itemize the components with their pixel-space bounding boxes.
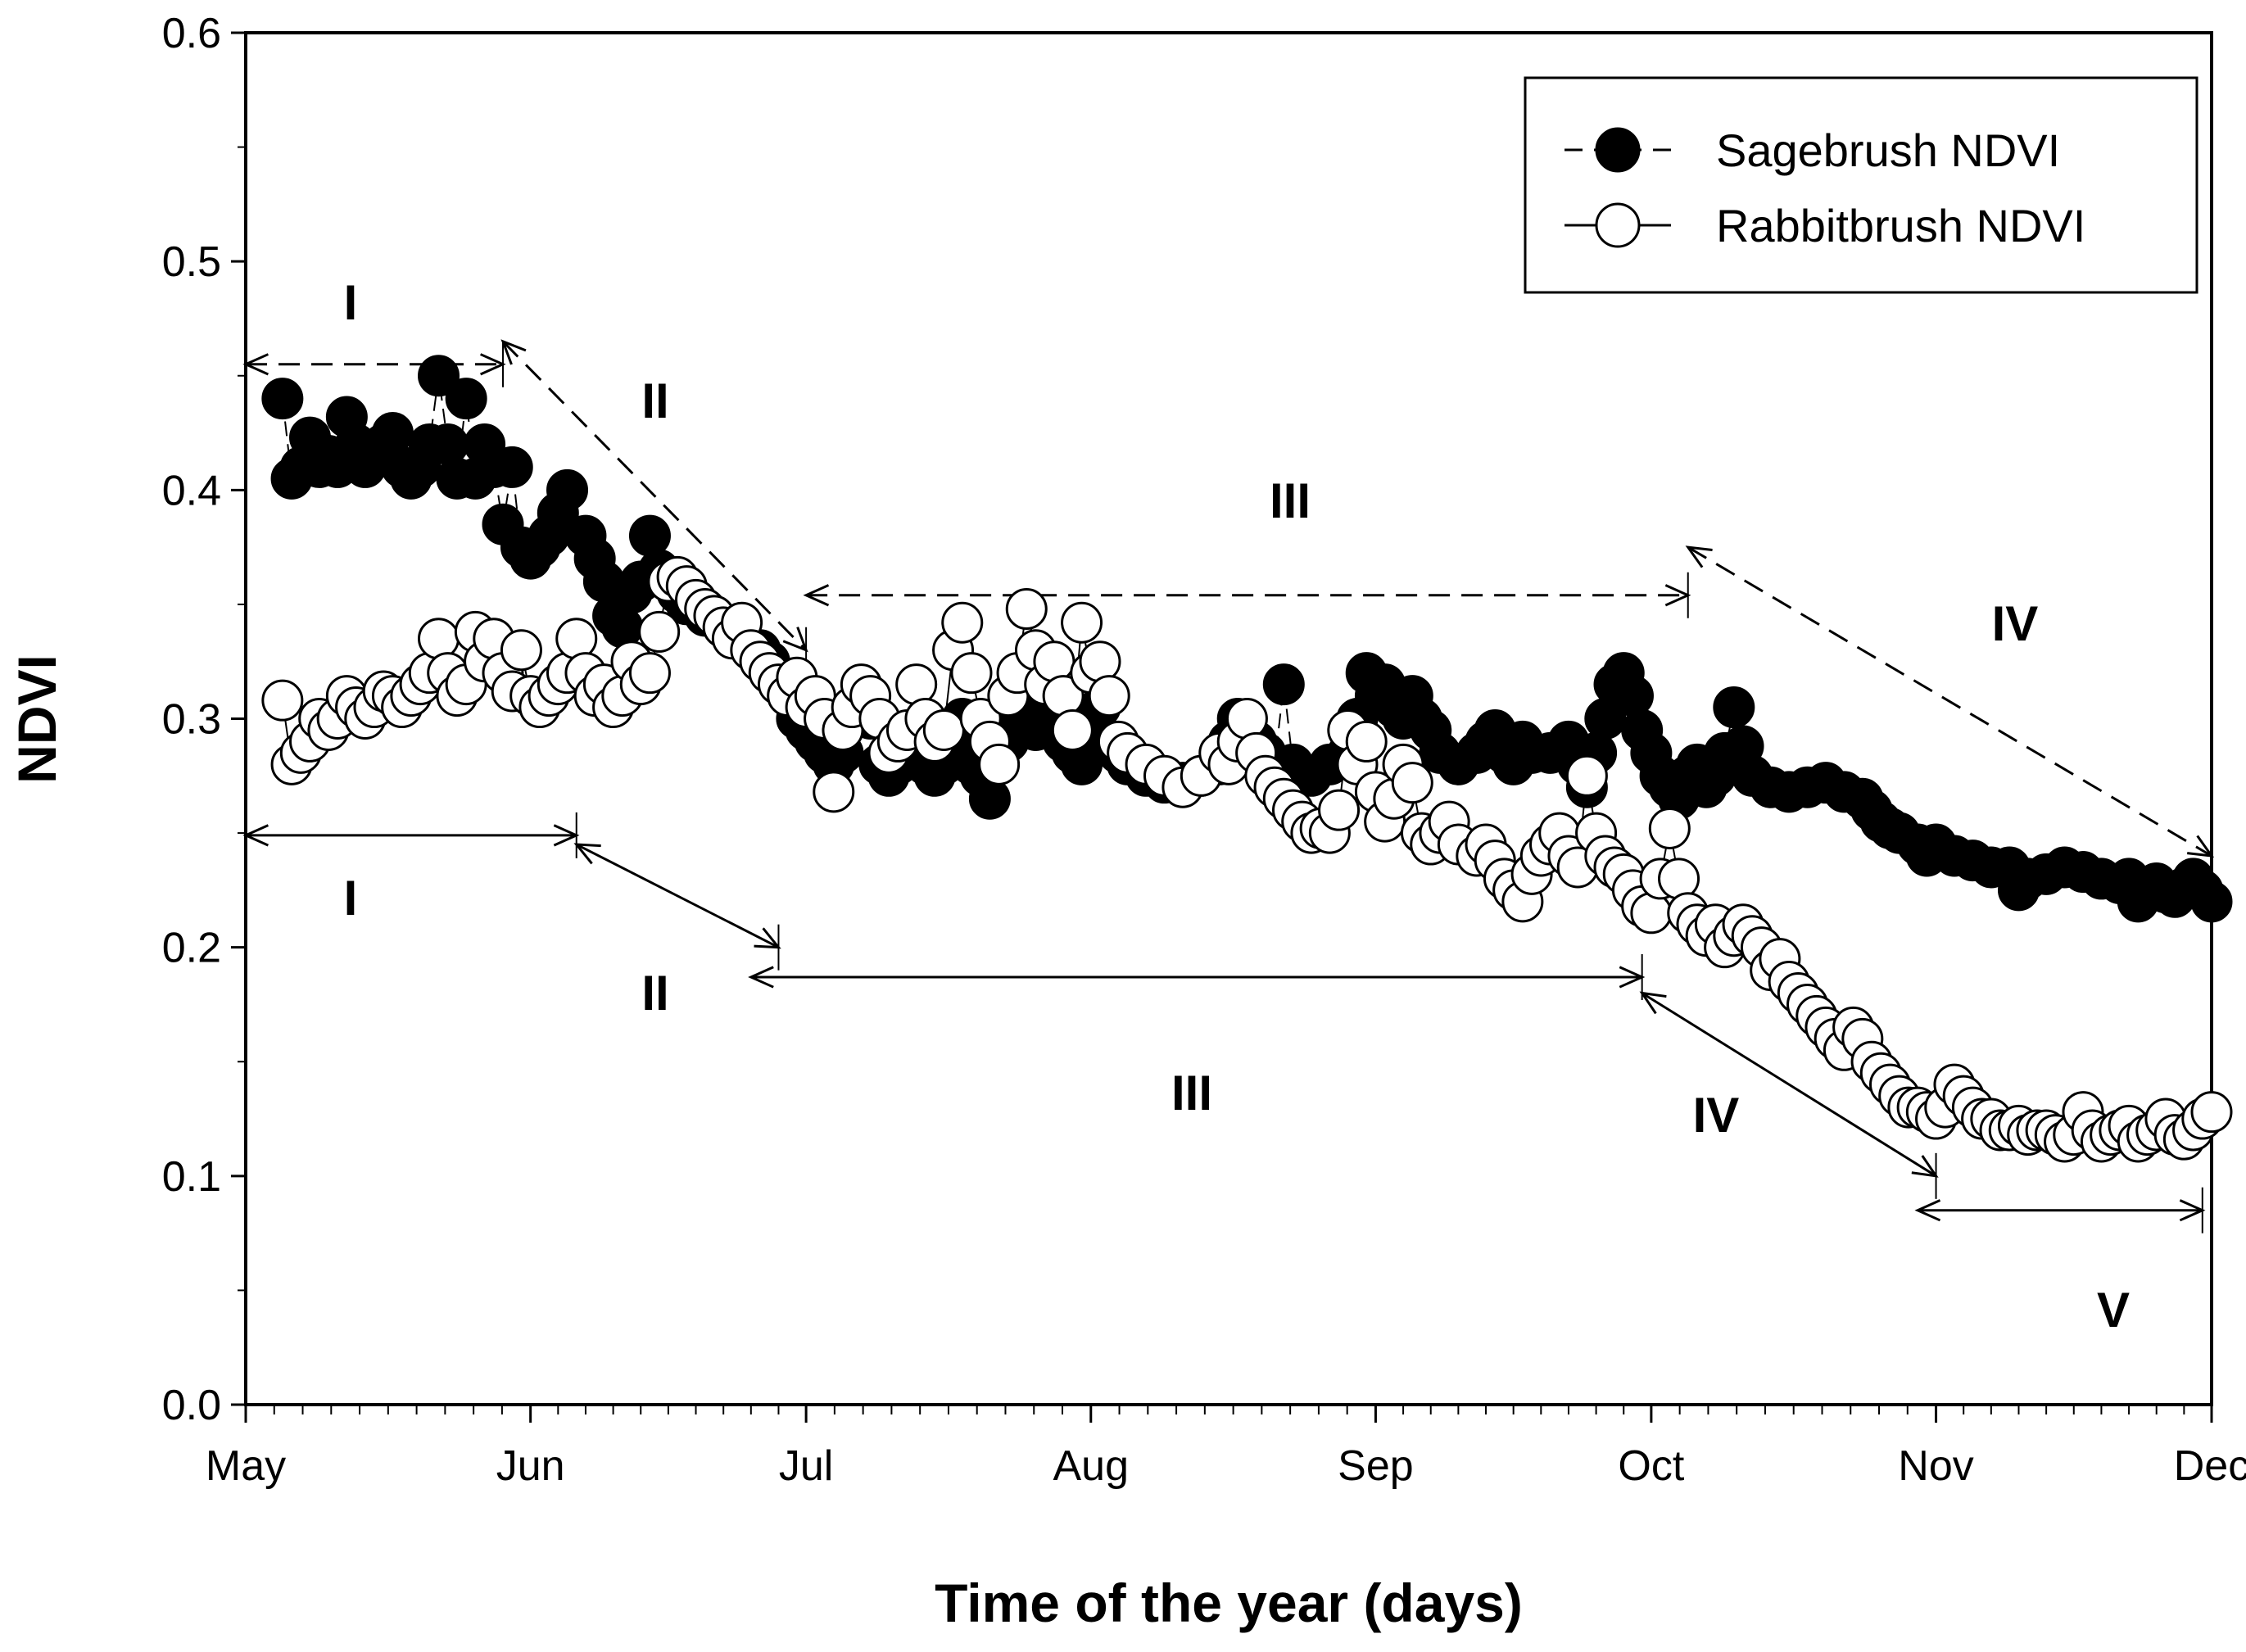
- rabbitbrush-point: [1391, 762, 1433, 804]
- phase-label-rabbit-iii: III: [1171, 1066, 1212, 1120]
- legend-rabbitbrush-label: Rabbitbrush NDVI: [1716, 200, 2085, 251]
- rabbitbrush-point: [2190, 1091, 2233, 1134]
- y-tick-label: 0.2: [162, 925, 221, 972]
- rabbitbrush-point: [1318, 789, 1361, 831]
- sagebrush-point: [418, 355, 460, 397]
- rabbitbrush-point: [1079, 640, 1121, 683]
- rabbitbrush-phase-arrow-head: [573, 843, 601, 865]
- x-axis-title: Time of the year (days): [935, 1573, 1523, 1633]
- rabbitbrush-point: [978, 743, 1021, 785]
- x-tick-label: Jun: [496, 1442, 565, 1490]
- rabbitbrush-series: [261, 555, 2233, 1163]
- rabbitbrush-point: [1565, 754, 1608, 797]
- rabbitbrush-point: [895, 663, 938, 706]
- sagebrush-point: [427, 423, 469, 465]
- sagebrush-point: [2190, 880, 2233, 923]
- rabbitbrush-point: [950, 652, 993, 695]
- sagebrush-point: [628, 514, 671, 557]
- rabbitbrush-point: [1061, 601, 1103, 644]
- rabbitbrush-point: [1225, 698, 1268, 740]
- rabbitbrush-point: [1051, 708, 1094, 751]
- y-tick-label: 0.4: [162, 467, 221, 514]
- rabbitbrush-point: [922, 708, 965, 751]
- sagebrush-point: [1713, 686, 1755, 729]
- rabbitbrush-phase-arrow-head: [1639, 991, 1667, 1015]
- sagebrush-point: [371, 412, 414, 455]
- x-tick-label: Sep: [1338, 1442, 1414, 1490]
- rabbitbrush-point: [418, 618, 460, 660]
- rabbitbrush-point: [1658, 858, 1700, 900]
- rabbitbrush-point: [813, 771, 855, 813]
- phase-label-rabbit-i: I: [344, 871, 358, 926]
- sagebrush-point: [261, 378, 304, 420]
- rabbitbrush-phase-arrow-head: [748, 966, 774, 989]
- rabbitbrush-point: [638, 610, 681, 653]
- x-tick-label: Jul: [779, 1442, 833, 1490]
- sagebrush-phase-arrow-head: [242, 353, 269, 376]
- y-axis-ticks: 0.0 0.1 0.2 0.3 0.4 0.5 0.6: [162, 10, 246, 1429]
- rabbitbrush-point: [261, 679, 304, 722]
- x-tick-label: May: [206, 1442, 286, 1490]
- phase-label-rabbit-ii: II: [641, 966, 668, 1021]
- x-axis-ticks: May Jun Jul Aug Sep Oct Nov Dec: [206, 1405, 2246, 1490]
- y-tick-label: 0.6: [162, 10, 221, 57]
- legend-sagebrush-label: Sagebrush NDVI: [1716, 124, 2060, 176]
- phase-label-sage-i: I: [344, 275, 358, 330]
- sagebrush-point: [445, 378, 487, 420]
- y-axis-title: NDVI: [7, 654, 67, 784]
- rabbitbrush-phase-arrow-head: [1914, 1199, 1941, 1222]
- phase-label-rabbit-v: V: [2097, 1283, 2130, 1337]
- y-tick-label: 0.5: [162, 238, 221, 286]
- rabbitbrush-phase-annotations: [242, 812, 2206, 1233]
- rabbitbrush-point: [1648, 808, 1691, 849]
- sagebrush-point: [1611, 675, 1654, 717]
- sagebrush-phase-arrow: [501, 340, 808, 651]
- x-tick-label: Oct: [1618, 1442, 1684, 1490]
- sagebrush-phase-arrow-head: [500, 339, 527, 365]
- sagebrush-point: [546, 468, 589, 511]
- legend-sagebrush-marker: [1595, 127, 1641, 173]
- phase-label-rabbit-iv: IV: [1693, 1088, 1740, 1143]
- rabbitbrush-point: [1630, 892, 1673, 935]
- phase-label-sage-ii: II: [641, 373, 668, 428]
- y-tick-label: 0.3: [162, 696, 221, 744]
- legend-rabbitbrush-marker: [1595, 202, 1641, 248]
- legend-box: [1524, 76, 2198, 294]
- sagebrush-point: [491, 446, 533, 488]
- rabbitbrush-phase-arrow-head: [242, 824, 269, 847]
- phase-label-sage-iv: IV: [1992, 596, 2039, 651]
- sagebrush-phase-arrow-head: [803, 584, 830, 607]
- sagebrush-point: [968, 777, 1011, 820]
- rabbitbrush-point: [500, 629, 542, 672]
- sagebrush-point: [1262, 663, 1305, 706]
- sagebrush-phase-arrow: [1687, 545, 2212, 858]
- rabbitbrush-point: [1345, 720, 1388, 763]
- x-tick-label: Aug: [1053, 1442, 1130, 1490]
- rabbitbrush-point: [1088, 675, 1130, 717]
- rabbitbrush-point: [1005, 588, 1048, 630]
- rabbitbrush-point: [628, 652, 671, 695]
- sagebrush-point: [601, 606, 644, 649]
- rabbitbrush-point: [941, 601, 984, 644]
- rabbitbrush-point: [555, 618, 598, 660]
- phase-label-sage-iii: III: [1270, 473, 1311, 528]
- y-tick-label: 0.1: [162, 1153, 221, 1201]
- y-tick-label: 0.0: [162, 1382, 221, 1429]
- rabbitbrush-phase-arrow: [576, 843, 780, 949]
- x-tick-label: Dec: [2174, 1442, 2246, 1490]
- x-tick-label: Nov: [1898, 1442, 1973, 1490]
- rabbitbrush-point: [1033, 640, 1075, 683]
- sagebrush-phase-arrow-head: [1685, 545, 1713, 568]
- legend: Sagebrush NDVI Rabbitbrush NDVI: [1524, 76, 2198, 294]
- rabbitbrush-phase-arrow: [1641, 992, 1937, 1178]
